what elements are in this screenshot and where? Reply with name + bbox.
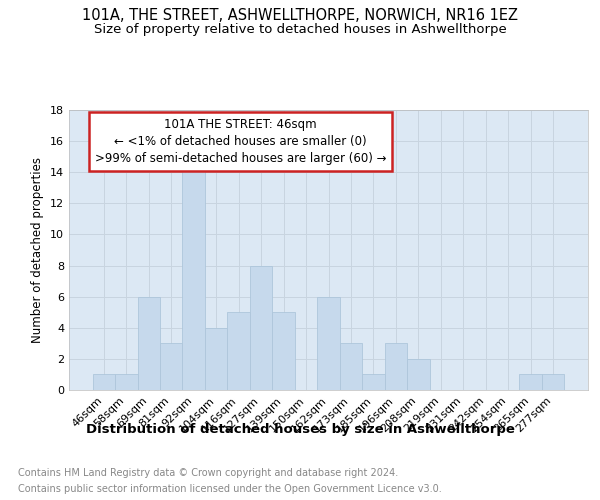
Bar bbox=[340, 344, 362, 390]
Bar bbox=[542, 374, 565, 390]
Bar bbox=[272, 312, 295, 390]
Bar bbox=[520, 374, 542, 390]
Bar bbox=[227, 312, 250, 390]
Text: Contains HM Land Registry data © Crown copyright and database right 2024.: Contains HM Land Registry data © Crown c… bbox=[18, 468, 398, 477]
Bar bbox=[250, 266, 272, 390]
Bar bbox=[160, 344, 182, 390]
Text: Contains public sector information licensed under the Open Government Licence v3: Contains public sector information licen… bbox=[18, 484, 442, 494]
Bar bbox=[317, 296, 340, 390]
Y-axis label: Number of detached properties: Number of detached properties bbox=[31, 157, 44, 343]
Bar bbox=[205, 328, 227, 390]
Bar bbox=[407, 359, 430, 390]
Bar bbox=[362, 374, 385, 390]
Text: Size of property relative to detached houses in Ashwellthorpe: Size of property relative to detached ho… bbox=[94, 22, 506, 36]
Bar bbox=[182, 156, 205, 390]
Bar bbox=[137, 296, 160, 390]
Bar bbox=[92, 374, 115, 390]
Bar bbox=[385, 344, 407, 390]
Bar bbox=[115, 374, 137, 390]
Text: 101A THE STREET: 46sqm
← <1% of detached houses are smaller (0)
>99% of semi-det: 101A THE STREET: 46sqm ← <1% of detached… bbox=[95, 118, 386, 166]
Text: Distribution of detached houses by size in Ashwellthorpe: Distribution of detached houses by size … bbox=[86, 422, 514, 436]
Text: 101A, THE STREET, ASHWELLTHORPE, NORWICH, NR16 1EZ: 101A, THE STREET, ASHWELLTHORPE, NORWICH… bbox=[82, 8, 518, 22]
